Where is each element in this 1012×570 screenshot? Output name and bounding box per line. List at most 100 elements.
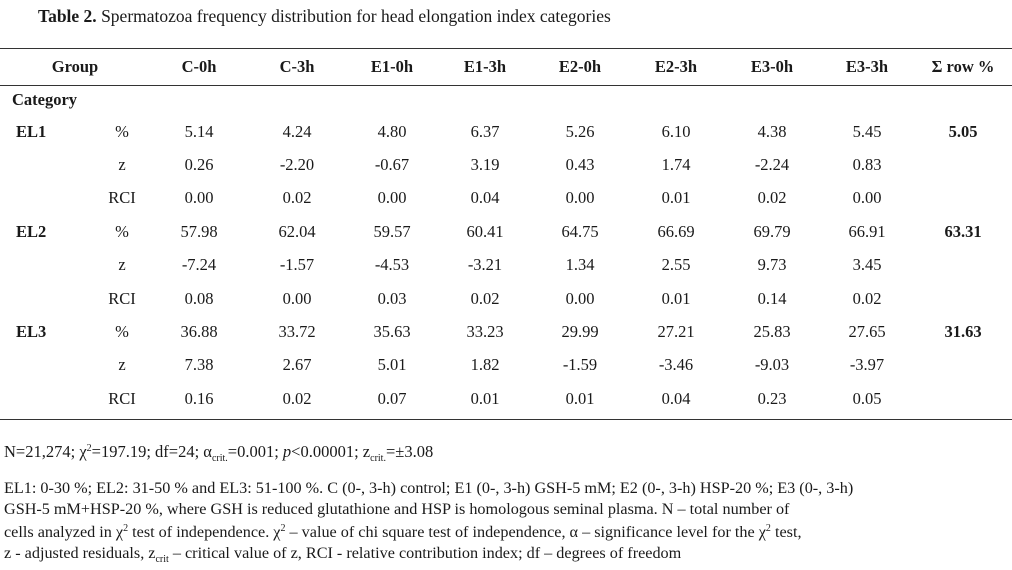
table-cell: 3.19 [438,148,532,181]
table-cell: 7.38 [150,349,248,382]
table-cell: 0.01 [628,182,724,215]
group-name: EL1 [0,115,94,148]
header-col: E1-0h [346,49,438,85]
header-row: Group C-0h C-3h E1-0h E1-3h E2-0h E2-3h … [0,49,1012,85]
table-cell: 62.04 [248,215,346,248]
table-cell: 6.37 [438,115,532,148]
table-caption: Table 2. Spermatozoa frequency distribut… [38,6,611,27]
stat-chi-value: =197.19; df=24; α [92,442,212,461]
table-cell: 0.26 [150,148,248,181]
table-cell: 0.01 [532,382,628,415]
stat-alpha-value: =0.001; [228,442,279,461]
category-row: Category [0,85,1012,115]
table-cell: 0.02 [248,182,346,215]
stat-p-value: <0.00001; z [291,442,370,461]
table-cell: 0.00 [346,182,438,215]
table-cell: 69.79 [724,215,820,248]
table-cell: 27.21 [628,315,724,348]
table-cell: 0.01 [438,382,532,415]
table-cell: 1.34 [532,249,628,282]
note-fragment: test of independence. χ [128,523,280,541]
row-sum-cell [914,182,1012,215]
table-cell: 5.45 [820,115,914,148]
table-cell: 1.74 [628,148,724,181]
table-cell: 33.72 [248,315,346,348]
row-sum-cell [914,382,1012,415]
header-col: E3-3h [820,49,914,85]
group-name [0,382,94,415]
table-cell: -3.97 [820,349,914,382]
table-cell: 60.41 [438,215,532,248]
table-cell: 27.65 [820,315,914,348]
table-cell: 57.98 [150,215,248,248]
stat-label: % [94,315,150,348]
stat-label: RCI [94,282,150,315]
note-fragment: cells analyzed in χ [4,523,123,541]
stat-label: z [94,249,150,282]
table-cell: 0.02 [248,382,346,415]
table-cell: -3.21 [438,249,532,282]
stat-label: % [94,115,150,148]
stat-label: z [94,148,150,181]
table-cell: 0.14 [724,282,820,315]
table-cell: 0.04 [628,382,724,415]
table-cell: -7.24 [150,249,248,282]
header-col: C-3h [248,49,346,85]
header-col: E3-0h [724,49,820,85]
table-cell: 5.14 [150,115,248,148]
table-cell: 59.57 [346,215,438,248]
table-cell: 1.82 [438,349,532,382]
note-fragment: test, [771,523,802,541]
stats-footnote: N=21,274; χ2=197.19; df=24; αcrit.=0.001… [4,442,433,464]
header-col: E2-3h [628,49,724,85]
row-sum-cell [914,148,1012,181]
stat-z-sub: crit. [370,453,386,464]
table-cell: 36.88 [150,315,248,348]
caption-label: Table 2. [38,6,97,26]
note-line: z - adjusted residuals, zcrit – critical… [4,543,1004,570]
table-cell: 0.03 [346,282,438,315]
table-cell: 2.67 [248,349,346,382]
table-cell: 64.75 [532,215,628,248]
stat-z-value: =±3.08 [386,442,433,461]
table-cell: 4.80 [346,115,438,148]
group-name: EL2 [0,215,94,248]
row-sum-cell: 31.63 [914,315,1012,348]
category-label: Category [0,85,1012,115]
table-cell: 0.00 [820,182,914,215]
stat-label: RCI [94,182,150,215]
table-cell: 4.38 [724,115,820,148]
row-sum-cell [914,282,1012,315]
note-fragment: z - adjusted residuals, z [4,544,155,562]
row-sum-cell [914,249,1012,282]
table-cell: 0.07 [346,382,438,415]
table-cell: 33.23 [438,315,532,348]
table-cell: 66.69 [628,215,724,248]
group-name [0,182,94,215]
group-name [0,349,94,382]
stat-label: % [94,215,150,248]
header-group: Group [0,49,150,85]
table-cell: 0.01 [628,282,724,315]
table-cell: 0.00 [248,282,346,315]
table-cell: -9.03 [724,349,820,382]
table-cell: 35.63 [346,315,438,348]
header-col: E2-0h [532,49,628,85]
stat-p: p [283,442,291,461]
table-cell: 4.24 [248,115,346,148]
group-name: EL3 [0,315,94,348]
table-cell: 5.01 [346,349,438,382]
table-cell: 0.02 [438,282,532,315]
table-cell: 6.10 [628,115,724,148]
header-sum: Σ row % [914,49,1012,85]
table-cell: 0.04 [438,182,532,215]
table-cell: -2.20 [248,148,346,181]
note-line: EL1: 0-30 %; EL2: 31-50 % and EL3: 51-10… [4,478,1004,499]
stat-chi: χ [79,442,86,461]
data-table: Group C-0h C-3h E1-0h E1-3h E2-0h E2-3h … [0,49,1012,416]
table-cell: -0.67 [346,148,438,181]
